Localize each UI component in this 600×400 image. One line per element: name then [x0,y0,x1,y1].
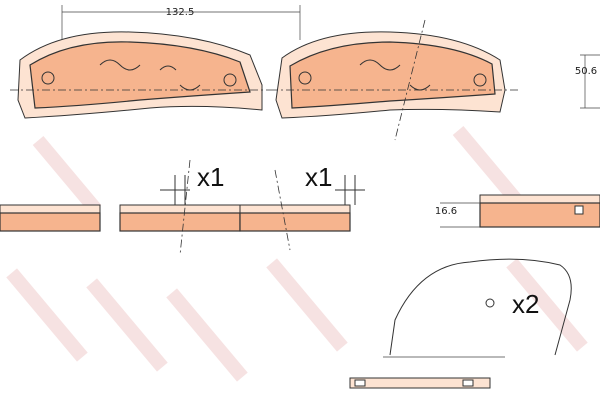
thickness-label: 16.6 [435,206,457,217]
length-dimension: 132.5 [61,5,301,40]
pad-right [270,19,520,141]
wear-clip [349,258,572,389]
side-view-right: 16.6 [435,194,600,228]
quantity-label: x2 [512,289,539,319]
length-label: 132.5 [166,7,195,18]
quantity-label: x1 [197,162,224,192]
height-label: 50.6 [575,66,597,77]
height-dimension: 50.6 [575,54,600,109]
side-view-left [0,159,365,256]
quantity-label: x1 [305,162,332,192]
watermark [6,126,588,382]
pad-left [10,31,270,119]
